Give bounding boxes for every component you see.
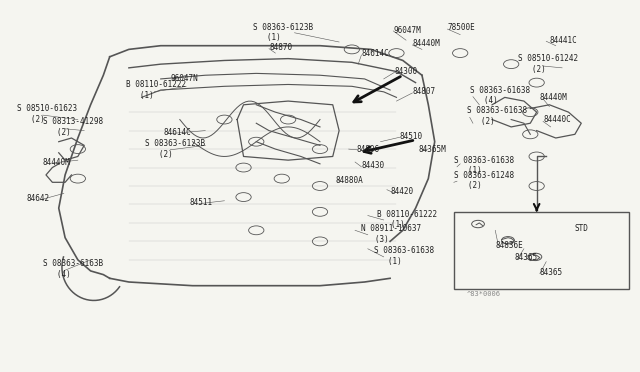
Text: 84836E: 84836E xyxy=(495,241,523,250)
Text: 78500E: 78500E xyxy=(447,23,475,32)
Text: S 08363-61638
   (1): S 08363-61638 (1) xyxy=(454,156,514,175)
Text: S 08363-6123B
   (2): S 08363-6123B (2) xyxy=(145,140,205,159)
Text: 84642: 84642 xyxy=(27,195,50,203)
Text: 84614C: 84614C xyxy=(164,128,191,137)
Text: S 08363-61248
   (2): S 08363-61248 (2) xyxy=(454,171,514,190)
Text: S 08313-41298
   (2): S 08313-41298 (2) xyxy=(43,117,103,137)
Text: S 08363-6163B
   (4): S 08363-6163B (4) xyxy=(43,259,103,279)
Text: 84510: 84510 xyxy=(399,132,423,141)
Text: S 08363-61638
   (1): S 08363-61638 (1) xyxy=(374,247,435,266)
Bar xyxy=(454,212,629,289)
Text: S 08363-61638
   (2): S 08363-61638 (2) xyxy=(467,106,527,125)
Text: 84806: 84806 xyxy=(357,145,380,154)
Text: 84440M: 84440M xyxy=(540,93,568,102)
Text: S 08510-61242
   (2): S 08510-61242 (2) xyxy=(518,54,578,74)
Text: S 08363-61638
   (4): S 08363-61638 (4) xyxy=(470,86,530,105)
Text: 84440C: 84440C xyxy=(543,115,571,124)
Text: 84511: 84511 xyxy=(189,198,212,207)
Text: 84441C: 84441C xyxy=(549,36,577,45)
Text: 84365: 84365 xyxy=(515,253,538,263)
Text: STD: STD xyxy=(575,224,589,233)
Text: S 08363-6123B
   (1): S 08363-6123B (1) xyxy=(253,23,313,42)
Text: 96047M: 96047M xyxy=(394,26,421,35)
Text: 84807: 84807 xyxy=(412,87,436,96)
Text: ^83*0006: ^83*0006 xyxy=(467,291,500,297)
Text: 84365: 84365 xyxy=(540,268,563,277)
Text: 96047N: 96047N xyxy=(170,74,198,83)
Text: S 08510-61623
   (2): S 08510-61623 (2) xyxy=(17,104,77,124)
Text: 84440M: 84440M xyxy=(43,157,70,167)
Text: 84614C: 84614C xyxy=(362,49,389,58)
Text: N 08911-10637
   (3): N 08911-10637 (3) xyxy=(362,224,422,244)
Text: B 08110-61222
   (1): B 08110-61222 (1) xyxy=(125,80,186,100)
Text: 84440M: 84440M xyxy=(412,39,440,48)
Text: 84300: 84300 xyxy=(394,67,418,76)
Text: 84870: 84870 xyxy=(269,43,292,52)
Text: B 08110-61222
   (1): B 08110-61222 (1) xyxy=(378,209,438,229)
Text: 84420: 84420 xyxy=(390,187,413,196)
Text: 84880A: 84880A xyxy=(336,176,364,185)
Text: 84430: 84430 xyxy=(362,161,385,170)
Text: 84365M: 84365M xyxy=(419,145,447,154)
